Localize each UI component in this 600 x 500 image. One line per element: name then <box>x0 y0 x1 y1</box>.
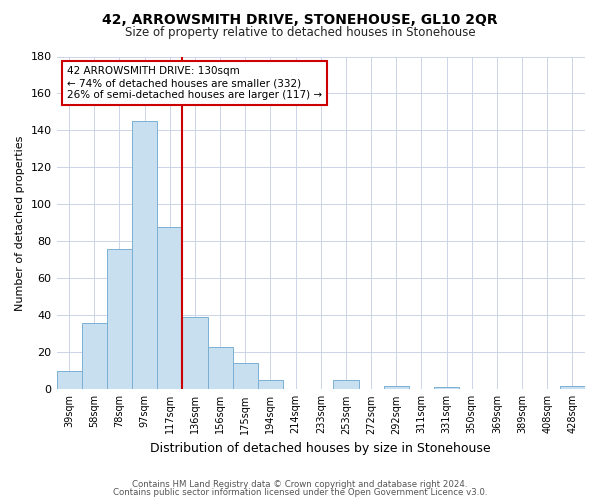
Bar <box>82 322 107 390</box>
Text: 42, ARROWSMITH DRIVE, STONEHOUSE, GL10 2QR: 42, ARROWSMITH DRIVE, STONEHOUSE, GL10 2… <box>102 12 498 26</box>
Bar <box>208 347 233 390</box>
Bar <box>132 121 157 390</box>
Bar <box>560 386 585 390</box>
Y-axis label: Number of detached properties: Number of detached properties <box>15 135 25 310</box>
Text: 42 ARROWSMITH DRIVE: 130sqm
← 74% of detached houses are smaller (332)
26% of se: 42 ARROWSMITH DRIVE: 130sqm ← 74% of det… <box>67 66 322 100</box>
Text: Size of property relative to detached houses in Stonehouse: Size of property relative to detached ho… <box>125 26 475 39</box>
Bar <box>434 388 459 390</box>
Bar <box>258 380 283 390</box>
Text: Contains HM Land Registry data © Crown copyright and database right 2024.: Contains HM Land Registry data © Crown c… <box>132 480 468 489</box>
Bar <box>157 226 182 390</box>
X-axis label: Distribution of detached houses by size in Stonehouse: Distribution of detached houses by size … <box>151 442 491 455</box>
Bar <box>107 249 132 390</box>
Bar <box>56 371 82 390</box>
Text: Contains public sector information licensed under the Open Government Licence v3: Contains public sector information licen… <box>113 488 487 497</box>
Bar <box>334 380 359 390</box>
Bar <box>383 386 409 390</box>
Bar <box>233 364 258 390</box>
Bar <box>182 317 208 390</box>
